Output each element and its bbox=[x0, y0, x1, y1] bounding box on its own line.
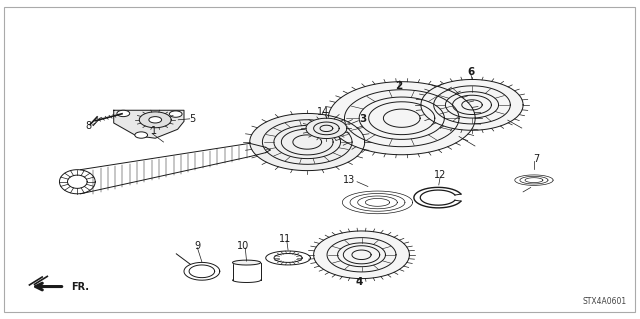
Text: STX4A0601: STX4A0601 bbox=[582, 297, 627, 306]
Polygon shape bbox=[421, 79, 523, 130]
Circle shape bbox=[117, 110, 130, 117]
Polygon shape bbox=[314, 231, 410, 278]
Polygon shape bbox=[114, 110, 184, 138]
Text: 2: 2 bbox=[396, 81, 403, 92]
Text: 12: 12 bbox=[434, 170, 446, 180]
Text: 13: 13 bbox=[342, 175, 355, 185]
Polygon shape bbox=[328, 82, 475, 155]
Text: 5: 5 bbox=[189, 114, 195, 124]
Text: FR.: FR. bbox=[71, 282, 89, 292]
Text: 14: 14 bbox=[317, 108, 330, 117]
Text: 4: 4 bbox=[356, 277, 364, 287]
Circle shape bbox=[170, 111, 182, 117]
Polygon shape bbox=[306, 118, 347, 138]
Circle shape bbox=[135, 132, 148, 138]
Polygon shape bbox=[140, 112, 172, 128]
Text: 9: 9 bbox=[195, 241, 200, 251]
Polygon shape bbox=[250, 114, 365, 171]
Text: 1: 1 bbox=[151, 126, 157, 136]
Text: 10: 10 bbox=[237, 241, 250, 251]
Polygon shape bbox=[232, 260, 260, 265]
Text: 8: 8 bbox=[86, 122, 92, 131]
Text: 7: 7 bbox=[532, 154, 539, 165]
Text: 11: 11 bbox=[279, 234, 291, 244]
Text: 6: 6 bbox=[467, 67, 474, 77]
Text: 3: 3 bbox=[359, 114, 367, 124]
Circle shape bbox=[149, 117, 162, 123]
